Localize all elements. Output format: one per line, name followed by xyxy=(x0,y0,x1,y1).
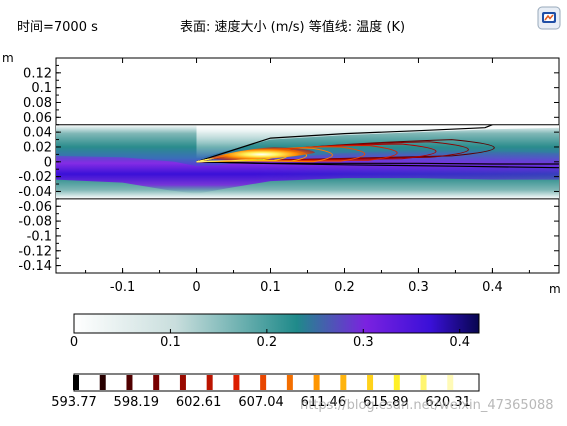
y-tick-label: 0.08 xyxy=(23,96,52,111)
temperature-tick-label: 607.04 xyxy=(238,395,284,410)
y-tick-label: 0.06 xyxy=(23,111,52,126)
temperature-swatch xyxy=(260,375,267,390)
y-tick-label: -0.06 xyxy=(18,200,52,215)
watermark-text: https://blog.csdn.net/weixin_47365088 xyxy=(300,398,554,413)
isoline-outer xyxy=(196,161,559,169)
velocity-tick-label: 0.2 xyxy=(257,335,278,350)
temperature-swatch xyxy=(313,375,320,390)
isoline-outer xyxy=(196,124,493,163)
temperature-tick-label: 602.61 xyxy=(176,395,222,410)
hot-zone xyxy=(196,146,315,162)
y-tick-label: 0.04 xyxy=(23,126,52,141)
x-tick-label: -0.1 xyxy=(110,280,135,295)
temperature-swatch xyxy=(474,375,480,390)
temperature-swatch xyxy=(233,375,240,390)
velocity-surface xyxy=(56,124,559,199)
velocity-tick-label: 0.3 xyxy=(353,335,374,350)
upper-slow-region xyxy=(196,124,559,159)
time-label: 时间=7000 s xyxy=(17,20,98,35)
y-tick-label: 0.02 xyxy=(23,140,52,155)
temperature-tick-label: 598.19 xyxy=(114,395,160,410)
temperature-swatch xyxy=(73,375,79,390)
temperature-tick-label: 593.77 xyxy=(51,395,97,410)
temperature-swatch xyxy=(153,375,160,390)
x-tick-label: 0.4 xyxy=(482,280,503,295)
temperature-swatch xyxy=(99,375,106,390)
y-axis-unit: m xyxy=(2,51,14,65)
y-tick-label: -0.04 xyxy=(18,185,52,200)
x-axis: -0.1 0 0.1 0.2 0.3 0.4 xyxy=(85,58,530,295)
y-tick-label: -0.14 xyxy=(18,259,52,274)
temperature-swatch xyxy=(126,375,133,390)
temperature-colorbar-frame xyxy=(73,373,480,392)
x-tick-label: 0.1 xyxy=(260,280,281,295)
jet-core xyxy=(56,149,559,194)
y-axis: 0.120.10.080.060.040.020-0.02-0.04-0.06-… xyxy=(18,57,559,274)
y-tick-label: 0.1 xyxy=(31,81,52,96)
x-tick-label: 0 xyxy=(192,280,200,295)
temperature-swatch xyxy=(340,375,347,390)
velocity-colorbar xyxy=(73,313,480,334)
temperature-swatch xyxy=(179,375,186,390)
velocity-tick-label: 0 xyxy=(70,335,78,350)
y-tick-label: -0.12 xyxy=(18,244,52,259)
temperature-swatch xyxy=(420,375,427,390)
y-tick-label: 0.12 xyxy=(23,66,52,81)
temperature-swatch xyxy=(367,375,374,390)
velocity-colorbar-ticks: 0 0.1 0.2 0.3 0.4 xyxy=(70,329,470,350)
plot-description: 表面: 速度大小 (m/s) 等值线: 温度 (K) xyxy=(180,20,406,35)
temperature-swatch xyxy=(206,375,213,390)
comsol-logo-icon xyxy=(537,6,561,30)
temperature-swatch xyxy=(286,375,293,390)
y-tick-label: -0.02 xyxy=(18,170,52,185)
velocity-tick-label: 0.4 xyxy=(449,335,470,350)
temperature-tick-label: 620.31 xyxy=(425,395,471,410)
temperature-swatch xyxy=(393,375,400,390)
x-axis-unit: m xyxy=(549,282,561,296)
y-tick-label: 0 xyxy=(44,155,52,170)
y-tick-label: -0.08 xyxy=(18,215,52,230)
temperature-colorbar-ticks: 593.77 598.19 602.61 607.04 611.46 615.89 620.… xyxy=(51,395,471,410)
x-tick-label: 0.3 xyxy=(408,280,429,295)
temperature-swatch xyxy=(447,375,454,390)
temperature-tick-label: 615.89 xyxy=(363,395,409,410)
x-tick-label: 0.2 xyxy=(334,280,355,295)
temperature-tick-label: 611.46 xyxy=(301,395,347,410)
y-tick-label: -0.1 xyxy=(27,229,52,244)
velocity-tick-label: 0.1 xyxy=(160,335,181,350)
temperature-colorbar xyxy=(73,375,480,390)
